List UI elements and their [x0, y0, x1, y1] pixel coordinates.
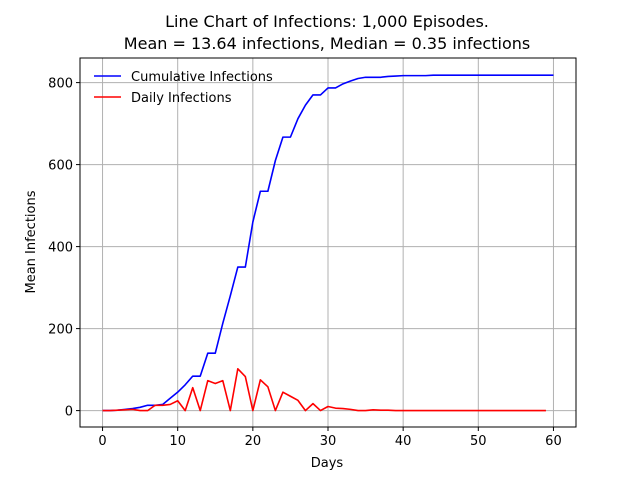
- chart-title-line-2: Mean = 13.64 infections, Median = 0.35 i…: [124, 34, 530, 53]
- x-tick-label: 20: [245, 434, 262, 449]
- x-tick-label: 10: [169, 434, 186, 449]
- x-tick-label: 30: [320, 434, 337, 449]
- grid: [80, 58, 576, 427]
- cumulative-infections-line: [102, 74, 554, 412]
- y-tick-label: 600: [48, 159, 73, 174]
- daily-infections-line: [102, 367, 546, 412]
- y-tick-label: 400: [48, 241, 73, 256]
- x-axis-label: Days: [311, 456, 344, 471]
- y-tick-label: 0: [65, 405, 73, 420]
- series-lines: [102, 74, 554, 412]
- y-tick-label: 800: [48, 77, 73, 92]
- x-tick-label: 0: [98, 434, 106, 449]
- y-tick-label: 200: [48, 323, 73, 338]
- x-tick-label: 40: [395, 434, 412, 449]
- x-tick-label: 50: [470, 434, 487, 449]
- y-axis-label: Mean Infections: [24, 190, 39, 293]
- chart-title-line-1: Line Chart of Infections: 1,000 Episodes…: [165, 12, 489, 31]
- legend-label-cumulative-infections: Cumulative Infections: [131, 70, 273, 85]
- legend-label-daily-infections: Daily Infections: [131, 91, 232, 106]
- legend: Cumulative Infections Daily Infections: [94, 70, 273, 106]
- x-tick-label: 60: [545, 434, 562, 449]
